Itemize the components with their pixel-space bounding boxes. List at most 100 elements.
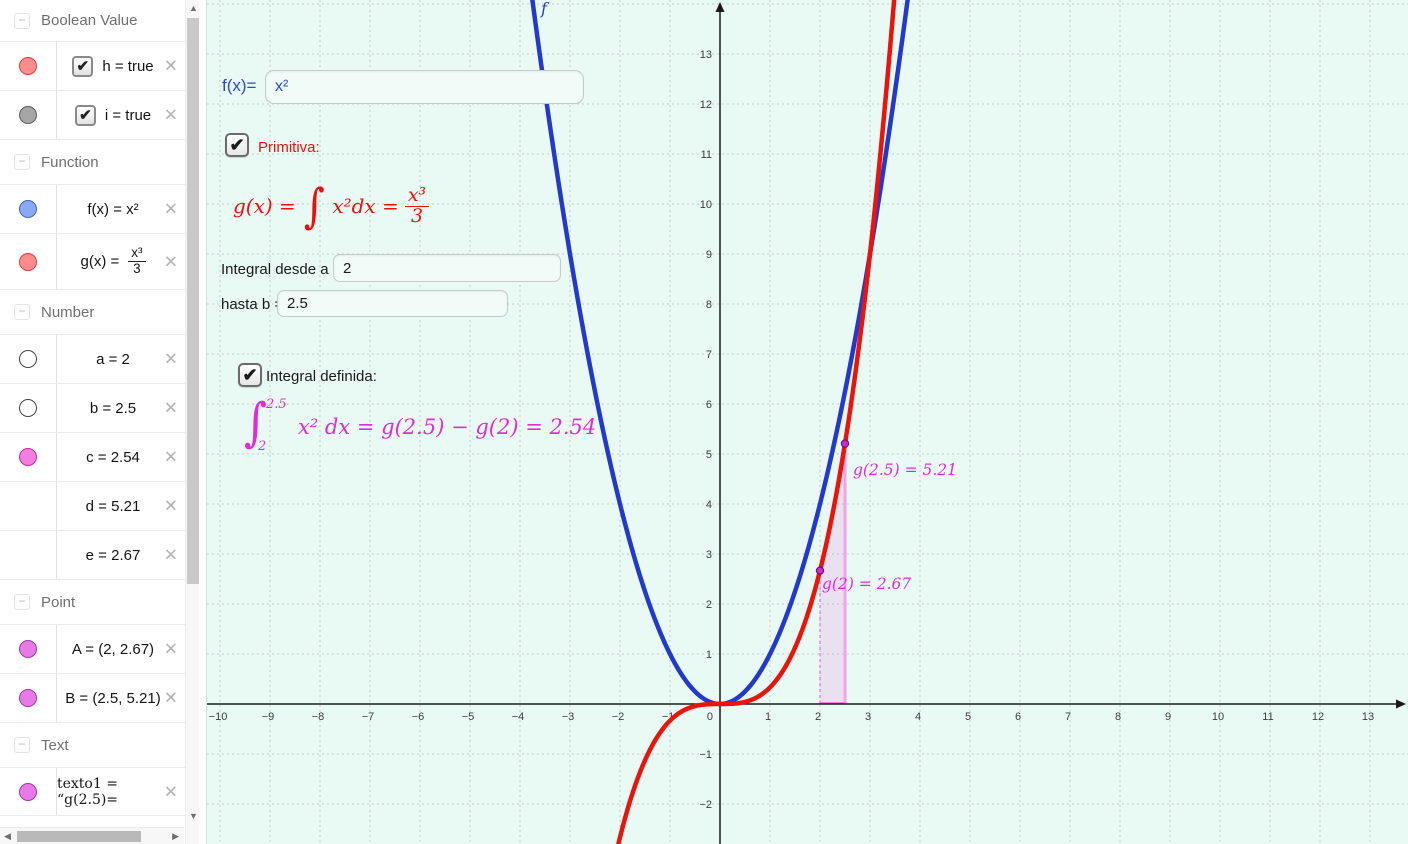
visibility-dot-icon[interactable]	[19, 252, 37, 271]
x-tick-label: −3	[562, 711, 575, 723]
section-title: Function	[41, 153, 99, 171]
row-label-text: d = 5.21	[85, 497, 141, 515]
visibility-dot-cell[interactable]	[0, 42, 57, 90]
visibility-dot-cell[interactable]	[0, 768, 57, 815]
delete-icon[interactable]: ✕	[163, 56, 178, 76]
point-b-value-label[interactable]: g(2.5) = 5.21	[853, 461, 958, 479]
row-checkbox[interactable]: ✔	[74, 104, 96, 126]
row-fraction: x³ 3	[128, 245, 146, 277]
delete-icon[interactable]: ✕	[163, 782, 178, 801]
visibility-dot-cell[interactable]	[0, 674, 57, 722]
collapse-icon[interactable]: −	[14, 304, 30, 320]
sidebar-horizontal-scrollbar[interactable]: ◀ ▶	[0, 827, 184, 844]
section-title: Boolean Value	[41, 12, 138, 29]
collapse-icon[interactable]: −	[14, 737, 30, 753]
delete-icon[interactable]: ✕	[163, 105, 178, 125]
x-tick-label: 9	[1165, 711, 1171, 723]
primitiva-checkbox[interactable]: ✔	[225, 133, 249, 157]
point-a-value-label[interactable]: g(2) = 2.67	[822, 575, 912, 593]
primitive-formula[interactable]: g(x) = ∫ x²dx = x³ 3	[233, 177, 430, 235]
row-checkbox[interactable]: ✔	[72, 55, 94, 77]
algebra-row: b = 2.5 ✕	[0, 383, 185, 432]
visibility-dot-icon[interactable]	[19, 106, 37, 124]
sidebar-vertical-scrollbar[interactable]: ▲ ▼	[185, 0, 199, 844]
f-input[interactable]: x²	[265, 70, 584, 104]
definida-checkbox[interactable]: ✔	[238, 363, 262, 387]
point-B[interactable]	[840, 439, 850, 448]
scroll-up-icon[interactable]: ▲	[189, 3, 198, 13]
section-title: Number	[41, 303, 95, 321]
delete-icon[interactable]: ✕	[163, 639, 178, 659]
visibility-dot-cell[interactable]	[0, 482, 57, 530]
a-input[interactable]: 2	[333, 254, 561, 282]
visibility-dot-cell[interactable]	[0, 185, 57, 233]
row-label: texto1 = “g(2.5)=	[57, 768, 185, 815]
collapse-icon[interactable]: −	[14, 154, 30, 170]
row-label: B = (2.5, 5.21)	[57, 674, 185, 722]
delete-icon[interactable]: ✕	[163, 496, 178, 516]
graphics-view[interactable]: −10 −9 −8 −7 −6 −5 −4 −3 −2 −1 0 1 2 3 4 5 6 7 8 9 10 11 12 13−…	[207, 0, 1408, 844]
visibility-dot-cell[interactable]	[0, 234, 57, 289]
row-label-text: f(x) = x²	[87, 200, 139, 218]
section-header: − Point	[0, 579, 185, 624]
horizontal-scroll-thumb[interactable]	[17, 831, 141, 842]
visibility-dot-icon[interactable]	[19, 640, 37, 658]
x-tick-label: −2	[612, 711, 625, 723]
formula-lhs: g(x) =	[233, 194, 296, 218]
b-input[interactable]: 2.5	[277, 290, 508, 317]
collapse-icon[interactable]: −	[14, 594, 30, 610]
scroll-down-icon[interactable]: ▼	[189, 811, 198, 821]
point-A[interactable]	[815, 566, 825, 575]
visibility-dot-icon[interactable]	[19, 689, 37, 707]
f-input-label: f(x)=	[222, 76, 257, 95]
integral-region[interactable]	[820, 443, 845, 704]
x-tick-label: 10	[1212, 711, 1224, 723]
visibility-dot-cell[interactable]	[0, 625, 57, 673]
x-tick-label: −8	[312, 711, 325, 723]
x-axis-arrow-icon	[1396, 699, 1406, 709]
visibility-dot-cell[interactable]	[0, 531, 57, 579]
visibility-dot-cell[interactable]	[0, 91, 57, 139]
delete-icon[interactable]: ✕	[163, 349, 178, 369]
visibility-dot-cell[interactable]	[0, 335, 57, 383]
definida-label[interactable]: Integral definida:	[266, 368, 377, 385]
delete-icon[interactable]: ✕	[163, 398, 178, 418]
primitiva-label[interactable]: Primitiva:	[258, 139, 320, 156]
algebra-row: a = 2 ✕	[0, 334, 185, 383]
algebra-row: B = (2.5, 5.21) ✕	[0, 673, 185, 722]
visibility-dot-icon[interactable]	[19, 350, 37, 368]
y-tick-label: 1	[706, 649, 712, 661]
visibility-dot-icon[interactable]	[19, 448, 37, 466]
scroll-left-icon[interactable]: ◀	[4, 831, 11, 841]
visibility-dot-cell[interactable]	[0, 433, 57, 481]
check-icon: ✔	[242, 364, 258, 385]
visibility-dot-icon[interactable]	[19, 399, 37, 417]
delete-icon[interactable]: ✕	[163, 688, 178, 708]
x-tick-label: 1	[765, 711, 771, 723]
x-tick-label: −4	[512, 711, 525, 723]
row-label: f(x) = x²	[57, 185, 185, 233]
row-label-text: texto1 = “g(2.5)=	[57, 775, 119, 808]
curve-g[interactable]	[614, 0, 897, 844]
collapse-icon[interactable]: −	[14, 12, 30, 29]
delete-icon[interactable]: ✕	[163, 447, 178, 467]
visibility-dot-icon[interactable]	[19, 782, 37, 801]
vertical-scroll-thumb[interactable]	[187, 18, 199, 584]
visibility-dot-cell[interactable]	[0, 384, 57, 432]
visibility-dot-icon[interactable]	[19, 200, 37, 218]
view-divider[interactable]	[199, 0, 207, 844]
row-label: c = 2.54	[57, 433, 185, 481]
y-tick-label: 10	[700, 199, 712, 211]
x-tick-label: 3	[865, 711, 871, 723]
visibility-dot-icon[interactable]	[19, 57, 37, 75]
delete-icon[interactable]: ✕	[163, 252, 178, 271]
scroll-right-icon[interactable]: ▶	[172, 831, 179, 841]
delete-icon[interactable]: ✕	[163, 199, 178, 219]
definite-integral-formula[interactable]: ∫ 2.5 2 x² dx = g(2.5) − g(2) = 2.54	[242, 393, 596, 454]
y-tick-label: 2	[706, 599, 712, 611]
x-tick-label: 0	[707, 711, 713, 723]
y-tick-label: 3	[706, 549, 712, 561]
y-tick-label: 5	[706, 449, 712, 461]
delete-icon[interactable]: ✕	[163, 545, 178, 565]
row-label-text: a = 2	[96, 350, 130, 368]
